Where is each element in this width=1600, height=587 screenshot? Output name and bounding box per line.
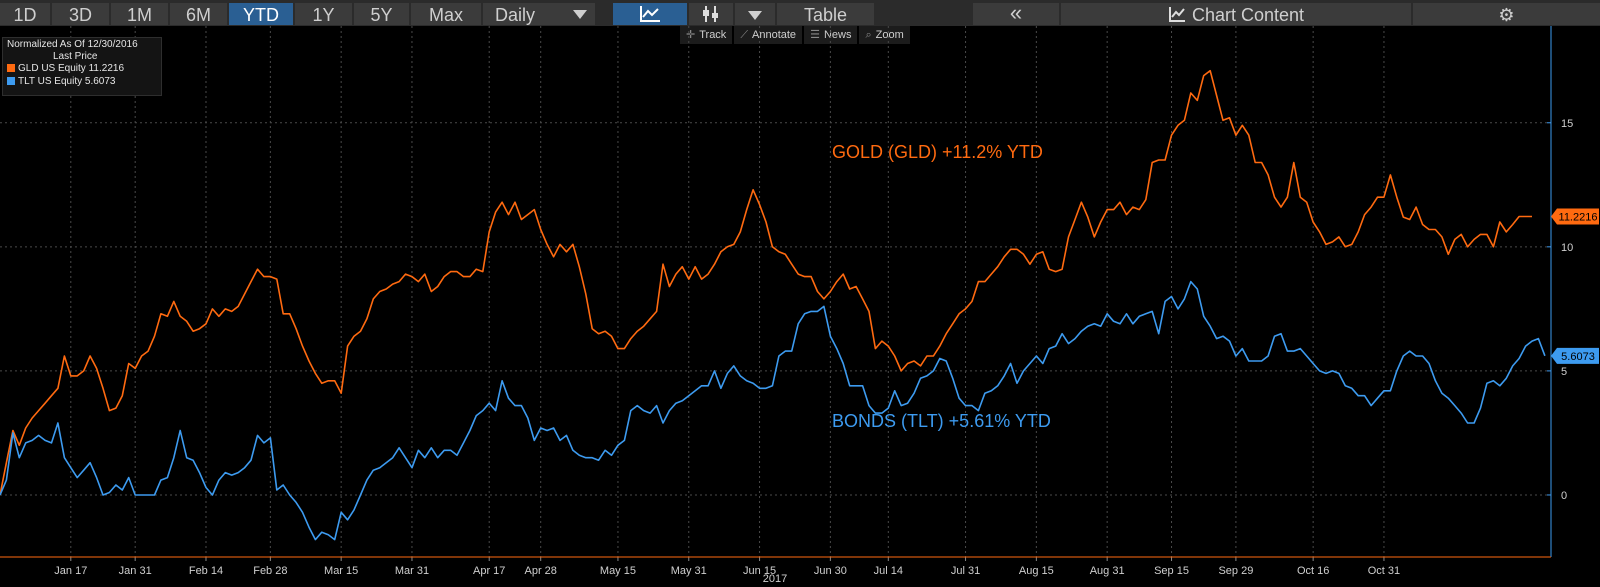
x-tick-label: Mar 15 bbox=[324, 565, 358, 577]
x-tick-label: Jun 30 bbox=[814, 565, 847, 577]
chart-content-icon bbox=[1168, 7, 1185, 22]
line-chart-icon bbox=[640, 6, 660, 22]
y-tick-label: 10 bbox=[1561, 242, 1573, 254]
range-ytd-button[interactable]: YTD bbox=[229, 3, 293, 25]
gld-swatch bbox=[7, 64, 15, 72]
track-tool[interactable]: ✛ Track bbox=[680, 26, 733, 44]
legend-tlt-value: 5.6073 bbox=[84, 76, 116, 87]
x-axis-year-label: 2017 bbox=[763, 573, 787, 585]
legend-gld-name: GLD US Equity bbox=[18, 63, 86, 74]
table-button[interactable]: Table bbox=[777, 3, 874, 25]
track-label: Track bbox=[699, 29, 727, 41]
range-1m-button[interactable]: 1M bbox=[111, 3, 168, 25]
candlestick-button[interactable] bbox=[689, 3, 733, 25]
range-max-button[interactable]: Max bbox=[411, 3, 481, 25]
chart-toolbar: 1D 3D 1M 6M YTD 1Y 5Y Max Daily Table « … bbox=[0, 0, 1600, 26]
x-tick-label: Oct 16 bbox=[1297, 565, 1329, 577]
last-price-tag-bg bbox=[1551, 347, 1599, 364]
last-price-tag-label: 5.6073 bbox=[1561, 351, 1595, 363]
chart-subtoolbar: ✛ Track ⟋ Annotate ☰ News ⌕ Zoom bbox=[680, 26, 910, 44]
bonds-annotation: BONDS (TLT) +5.61% YTD bbox=[832, 411, 1051, 431]
gridlines bbox=[0, 26, 1551, 557]
gold-annotation: GOLD (GLD) +11.2% YTD bbox=[832, 142, 1043, 162]
x-tick-label: Apr 17 bbox=[473, 565, 505, 577]
gear-icon: ⚙ bbox=[1498, 5, 1515, 25]
legend-gld-value: 11.2216 bbox=[88, 63, 124, 74]
x-tick-label: May 31 bbox=[671, 565, 707, 577]
legend-normalized-label: Normalized As Of 12/30/2016 bbox=[7, 39, 138, 50]
y-axis: 0 5 10 15 bbox=[1547, 26, 1573, 557]
news-icon: ☰ bbox=[810, 29, 820, 41]
tlt-series-line bbox=[0, 280, 1546, 541]
frequency-label: Daily bbox=[495, 5, 536, 25]
range-3d-button[interactable]: 3D bbox=[52, 3, 109, 25]
annotate-tool[interactable]: ⟋ Annotate bbox=[734, 26, 803, 44]
chevron-down-icon bbox=[748, 11, 762, 20]
range-6m-button[interactable]: 6M bbox=[170, 3, 227, 25]
x-tick-label: Jan 31 bbox=[119, 565, 152, 577]
gld-last-price-marker: 11.2216 bbox=[1551, 208, 1599, 225]
y-tick-label: 5 bbox=[1561, 366, 1567, 378]
range-5y-button[interactable]: 5Y bbox=[354, 3, 409, 25]
x-tick-label: Feb 28 bbox=[253, 565, 287, 577]
x-tick-label: Oct 31 bbox=[1368, 565, 1400, 577]
x-tick-label: Jul 14 bbox=[874, 565, 903, 577]
zoom-tool[interactable]: ⌕ Zoom bbox=[859, 26, 910, 44]
x-tick-label: Sep 29 bbox=[1218, 565, 1253, 577]
legend-tlt-name: TLT US Equity bbox=[18, 76, 83, 87]
range-1d-button[interactable]: 1D bbox=[0, 3, 50, 25]
y-tick-label: 0 bbox=[1561, 490, 1567, 502]
legend-last-price-label: Last Price bbox=[53, 51, 98, 62]
magnifier-icon: ⌕ bbox=[865, 29, 872, 41]
chevron-down-icon bbox=[573, 10, 587, 19]
x-tick-label: Jul 31 bbox=[951, 565, 980, 577]
last-price-markers: 11.2216 5.6073 bbox=[1551, 208, 1599, 364]
legend: Normalized As Of 12/30/2016 Last Price G… bbox=[2, 37, 162, 96]
x-tick-label: Aug 15 bbox=[1019, 565, 1054, 577]
settings-button[interactable]: ⚙ bbox=[1413, 3, 1600, 25]
x-tick-label: Apr 28 bbox=[524, 565, 556, 577]
x-axis: Jan 17 Jan 31 Feb 14 Feb 28 Mar 15 Mar 31 Apr … bbox=[0, 556, 1551, 585]
chart-type-dropdown[interactable] bbox=[735, 3, 775, 25]
pencil-icon: ⟋ bbox=[740, 29, 749, 41]
x-tick-label: May 15 bbox=[600, 565, 636, 577]
last-price-tag-label: 11.2216 bbox=[1559, 212, 1598, 224]
collapse-button[interactable]: « bbox=[973, 2, 1059, 25]
chart-content-label: Chart Content bbox=[1191, 5, 1305, 25]
x-tick-label: Mar 31 bbox=[395, 565, 429, 577]
legend-entry-tlt[interactable]: TLT US Equity 5.6073 bbox=[7, 76, 115, 87]
series-lines bbox=[0, 69, 1546, 541]
candlestick-icon bbox=[703, 6, 718, 22]
zoom-label: Zoom bbox=[875, 29, 904, 41]
last-price-tag-bg bbox=[1551, 208, 1599, 225]
tlt-swatch bbox=[7, 77, 15, 85]
range-1y-button[interactable]: 1Y bbox=[295, 3, 352, 25]
x-tick-label: Feb 14 bbox=[189, 565, 223, 577]
x-tick-label: Aug 31 bbox=[1090, 565, 1125, 577]
legend-entry-gld[interactable]: GLD US Equity 11.2216 bbox=[7, 63, 124, 74]
y-tick-label: 15 bbox=[1561, 118, 1573, 130]
chart-content-button[interactable]: Chart Content bbox=[1061, 3, 1411, 25]
frequency-dropdown[interactable]: Daily bbox=[483, 3, 595, 25]
x-tick-label: Jun 15 bbox=[743, 565, 776, 577]
annotate-label: Annotate bbox=[752, 29, 797, 41]
tlt-last-price-marker: 5.6073 bbox=[1551, 347, 1599, 364]
x-tick-label: Jan 17 bbox=[54, 565, 87, 577]
line-chart-button[interactable] bbox=[613, 3, 687, 25]
crosshair-icon: ✛ bbox=[686, 29, 696, 41]
gld-series-line bbox=[0, 69, 1532, 496]
x-tick-label: Sep 15 bbox=[1154, 565, 1189, 577]
